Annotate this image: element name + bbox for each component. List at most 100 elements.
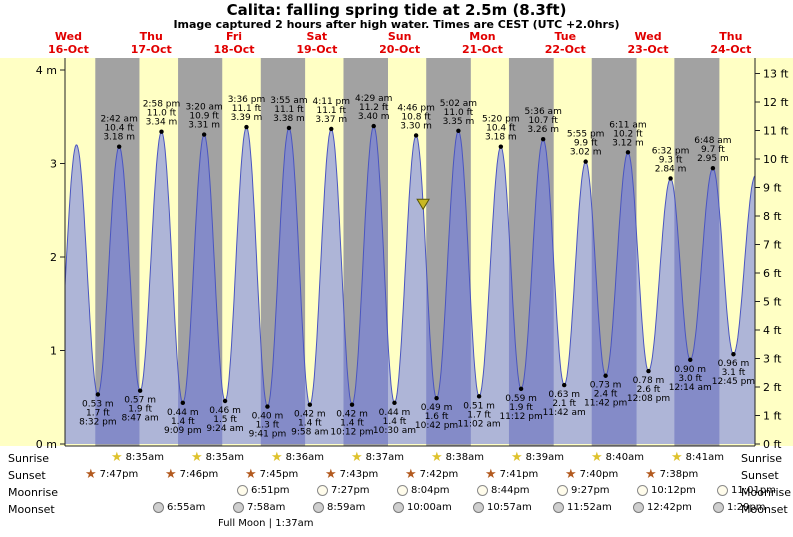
tide-extreme-label: 5:02 am 11.0 ft 3.35 m [440,99,477,127]
tide-extreme-label: 5:36 am 10.7 ft 3.26 m [524,107,561,135]
moonset-entry: 7:58am [233,502,285,513]
moonrise-icon [477,485,488,496]
moonrise-icon [317,485,328,496]
sunset-icon: ★ [325,467,337,482]
sunrise-icon: ★ [111,450,123,465]
axis-label-right: 9 ft [763,182,782,195]
sunset-icon: ★ [165,467,177,482]
sunrise-icon: ★ [191,450,203,465]
sunrise-entry: ★ 8:39am [511,451,564,464]
tide-extreme-dot [137,388,143,393]
moonset-entry: 12:42pm [633,502,692,513]
moonrise-label-right: Moonrise [741,486,791,499]
moonrise-time: 8:04pm [411,485,450,496]
sunset-entry: ★ 7:47pm [85,468,138,481]
moonset-icon [633,502,644,513]
sunrise-time: 8:38am [445,452,484,463]
moonset-icon [313,502,324,513]
tide-extreme-label: 3:55 am 11.1 ft 3.38 m [270,96,307,124]
moonset-icon [153,502,164,513]
page-title: Calita: falling spring tide at 2.5m (8.3… [226,1,567,19]
sunrise-time: 8:36am [285,452,324,463]
sunset-time: 7:47pm [99,469,139,480]
sunset-row: Sunset ★ 7:47pm ★ 7:46pm ★ 7:45pm ★ 7:43pm ★ 7:42… [0,468,793,484]
tide-extreme-dot [476,394,482,399]
tide-extreme-dot [710,165,716,171]
tide-extreme-dot [307,402,313,407]
moonrise-entry: 11:01pm [717,485,776,496]
tide-extreme-dot [201,132,207,137]
tide-extreme-label: 5:20 pm 10.4 ft 3.18 m [482,115,520,143]
moonset-time: 12:42pm [647,502,692,513]
tide-extreme-label: 0.63 m 2.1 ft 11:42 am [543,390,586,418]
moonset-label-left: Moonset [8,503,55,516]
tide-extreme-dot [688,357,693,363]
moonrise-time: 7:27pm [331,485,370,496]
axis-label-left: 0 m [36,438,57,449]
sunrise-entry: ★ 8:35am [191,451,244,464]
moonset-entry: 1:29pm [713,502,766,513]
tide-extreme-label: 2:42 am 10.4 ft 3.18 m [100,115,137,143]
moonset-time: 11:52am [567,502,612,513]
sunrise-entry: ★ 8:41am [671,451,724,464]
tide-extreme-dot [371,123,376,129]
moonrise-icon [397,485,408,496]
moonset-time: 10:00am [407,502,452,513]
tide-extreme-dot [498,144,504,149]
axis-label-left: 1 [50,345,57,358]
sunset-icon: ★ [565,467,577,482]
axis-label-left: 4 m [36,64,57,77]
tide-extreme-label: 0.57 m 1.9 ft 8:47 am [121,396,158,424]
tide-extreme-label: 0.40 m 1.3 ft 9:41 pm [249,412,287,440]
moonrise-entry: 9:27pm [557,485,610,496]
axis-label-left: 3 [50,158,57,171]
sunrise-time: 8:41am [685,452,724,463]
tide-extreme-label: 3:20 am 10.9 ft 3.31 m [185,103,222,131]
tide-extreme-dot [286,125,292,131]
axis-label-right: 13 ft [763,68,789,81]
moonset-icon [553,502,564,513]
day-label: Tue 22-Oct [545,30,586,56]
sunrise-icon: ★ [511,450,523,465]
tide-curve-line [64,125,756,408]
sunset-label-right: Sunset [741,469,779,482]
sunrise-label-left: Sunrise [8,452,50,465]
tide-extreme-label: 4:11 pm 11.1 ft 3.37 m [312,97,350,125]
moonset-time: 10:57am [487,502,532,513]
day-label: Sat 19-Oct [296,30,337,56]
day-label: Fri 18-Oct [214,30,255,56]
tide-extreme-label: 0.44 m 1.4 ft 9:09 pm [164,408,202,436]
axis-label-right: 7 ft [763,239,782,252]
tide-extreme-label: 0.73 m 2.4 ft 11:42 pm [584,381,627,409]
moonset-label-right: Moonset [741,503,788,516]
tide-extreme-dot [625,150,631,155]
sunset-time: 7:42pm [419,469,459,480]
tide-extreme-dot [180,400,186,406]
sunrise-icon: ★ [271,450,283,465]
astro-table: Sunrise ★ 8:35am ★ 8:35am ★ 8:36am ★ 8:37am ★ 8:3… [0,447,793,537]
tide-extreme-dot [265,404,270,409]
sunrise-row: Sunrise ★ 8:35am ★ 8:35am ★ 8:36am ★ 8:37am ★ 8:3… [0,451,793,467]
tide-extreme-label: 0.59 m 1.9 ft 11:12 pm [499,394,542,422]
sunset-time: 7:38pm [659,469,699,480]
sunset-icon: ★ [645,467,657,482]
tide-extreme-dot [329,126,334,132]
moonrise-label-left: Moonrise [8,486,58,499]
tide-extreme-label: 5:55 pm 9.9 ft 3.02 m [567,130,605,158]
tide-extreme-dot [603,373,608,378]
tide-extreme-dot [413,133,419,138]
axis-label-right: 8 ft [763,210,782,223]
sunrise-time: 8:35am [125,452,164,463]
day-label: Wed 23-Oct [628,30,669,56]
sunset-time: 7:45pm [259,469,299,480]
sunset-entry: ★ 7:43pm [325,468,378,481]
sunset-entry: ★ 7:42pm [405,468,458,481]
sunset-time: 7:41pm [499,469,539,480]
moonrise-icon [717,485,728,496]
tide-extreme-label: 0.42 m 1.4 ft 9:58 am [291,410,328,438]
moonset-icon [393,502,404,513]
moonrise-time: 9:27pm [571,485,610,496]
full-moon-note: Full Moon | 1:37am [218,518,314,529]
tide-extreme-label: 4:29 am 11.2 ft 3.40 m [355,94,392,122]
moonrise-entry: 6:51pm [237,485,290,496]
